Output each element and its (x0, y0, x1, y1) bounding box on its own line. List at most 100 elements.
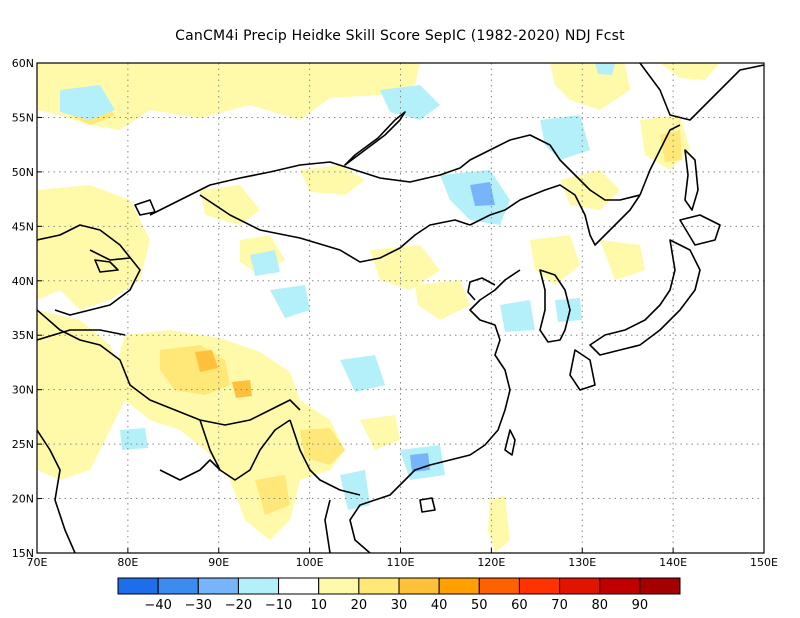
coast-line (639, 63, 764, 121)
field-patch (488, 495, 510, 553)
lake-line (134, 199, 156, 216)
coastlines-and-borders (37, 63, 764, 553)
border-line (37, 224, 141, 316)
lat-tick-label: 50N (12, 166, 34, 179)
colorbar-label: 30 (391, 598, 408, 613)
field-patch (255, 475, 290, 515)
colorbar-swatch (237, 577, 280, 595)
lat-tick-label: 25N (12, 438, 34, 451)
colorbar-label: 80 (591, 598, 608, 613)
colorbar-label: 70 (551, 598, 568, 613)
field-patch (195, 350, 218, 372)
field-patch (500, 300, 535, 332)
lat-tick-label: 55N (12, 111, 34, 124)
lon-tick-label: 120E (477, 556, 505, 569)
field-patch (300, 165, 365, 195)
coast-line (419, 497, 436, 513)
border-line (199, 419, 291, 481)
field-patch (415, 280, 470, 320)
field-patch (270, 285, 310, 318)
coast-line (467, 277, 496, 301)
colorbar-swatch (478, 577, 520, 595)
field-patch (540, 115, 590, 160)
skill-score-field (37, 63, 720, 553)
colorbar-swatch (639, 577, 681, 595)
lake-line (344, 111, 406, 166)
lon-tick-label: 150E (750, 556, 778, 569)
field-patch (595, 63, 615, 75)
lon-tick-label: 100E (296, 556, 324, 569)
field-patch (530, 235, 580, 285)
border-line (149, 134, 641, 216)
field-patch (555, 298, 582, 322)
field-patch (340, 355, 385, 392)
colorbar-label: 40 (431, 598, 448, 613)
field-patch (340, 470, 370, 510)
field-patch (250, 250, 280, 276)
border-line (199, 194, 471, 263)
lon-tick-label: 90E (208, 556, 229, 569)
lon-tick-label: 80E (117, 556, 138, 569)
colorbar-label: −10 (265, 598, 292, 613)
lat-tick-label: 60N (12, 57, 34, 70)
colorbar-label: −40 (144, 598, 171, 613)
map-title: CanCM4i Precip Heidke Skill Score SepIC … (175, 28, 625, 44)
colorbar-swatch (318, 577, 360, 595)
field-patch (370, 245, 440, 290)
latitude-axis: 15N 20N 25N 30N 35N 40N 45N 50N 55N 60N (12, 57, 42, 560)
colorbar-swatch (358, 577, 400, 595)
colorbar-label: 90 (632, 598, 649, 613)
colorbar-swatch (117, 577, 159, 595)
colorbar-swatch (518, 577, 561, 595)
lat-tick-label: 30N (12, 384, 34, 397)
colorbar-label: 60 (511, 598, 528, 613)
field-patch (360, 415, 400, 450)
colorbar-label: 20 (351, 598, 368, 613)
field-patch (37, 310, 130, 480)
field-patch (550, 63, 630, 110)
field-patch (37, 63, 420, 130)
field-patch (660, 63, 720, 80)
field-patch (60, 85, 115, 120)
colorbar-swatch (438, 577, 480, 595)
coast-line (589, 239, 701, 356)
coast-line (539, 269, 571, 343)
lon-tick-label: 110E (387, 556, 415, 569)
field-patch (200, 185, 260, 225)
coast-line (374, 269, 521, 501)
coast-line (349, 499, 376, 553)
coast-line (684, 149, 699, 211)
border-line (89, 249, 131, 261)
lat-tick-label: 45N (12, 220, 34, 233)
colorbar-swatch (278, 577, 320, 595)
colorbar-label: −30 (185, 598, 212, 613)
field-patch (232, 380, 252, 398)
field-patch (37, 185, 150, 310)
coast-line (504, 429, 516, 456)
longitude-axis: 70E 80E 90E 100E 110E 120E 130E 140E 150E (27, 548, 778, 569)
border-line (37, 309, 301, 426)
coast-line (159, 459, 221, 481)
lake-line (94, 259, 119, 273)
lon-tick-label: 130E (568, 556, 596, 569)
colorbar: −40 −30 −20 −10 10 20 30 40 50 60 70 80 90 (117, 577, 681, 613)
lon-tick-label: 70E (27, 556, 48, 569)
colorbar-swatch (559, 577, 601, 595)
lat-tick-label: 40N (12, 275, 34, 288)
coast-line (569, 349, 596, 391)
field-patch (600, 240, 645, 280)
field-patch (120, 428, 148, 450)
border-line (289, 419, 361, 496)
colorbar-label: 50 (471, 598, 488, 613)
coast-line (324, 499, 331, 553)
field-patch (380, 85, 440, 120)
colorbar-swatch (157, 577, 199, 595)
lat-tick-label: 35N (12, 329, 34, 342)
lon-tick-label: 140E (659, 556, 687, 569)
coast-line (639, 124, 681, 196)
colorbar-swatch (599, 577, 641, 595)
colorbar-swatch (197, 577, 239, 595)
border-line (37, 329, 126, 341)
lat-tick-label: 20N (12, 493, 34, 506)
